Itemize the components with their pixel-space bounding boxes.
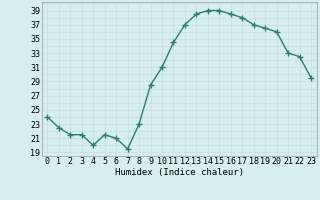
X-axis label: Humidex (Indice chaleur): Humidex (Indice chaleur) [115,168,244,177]
